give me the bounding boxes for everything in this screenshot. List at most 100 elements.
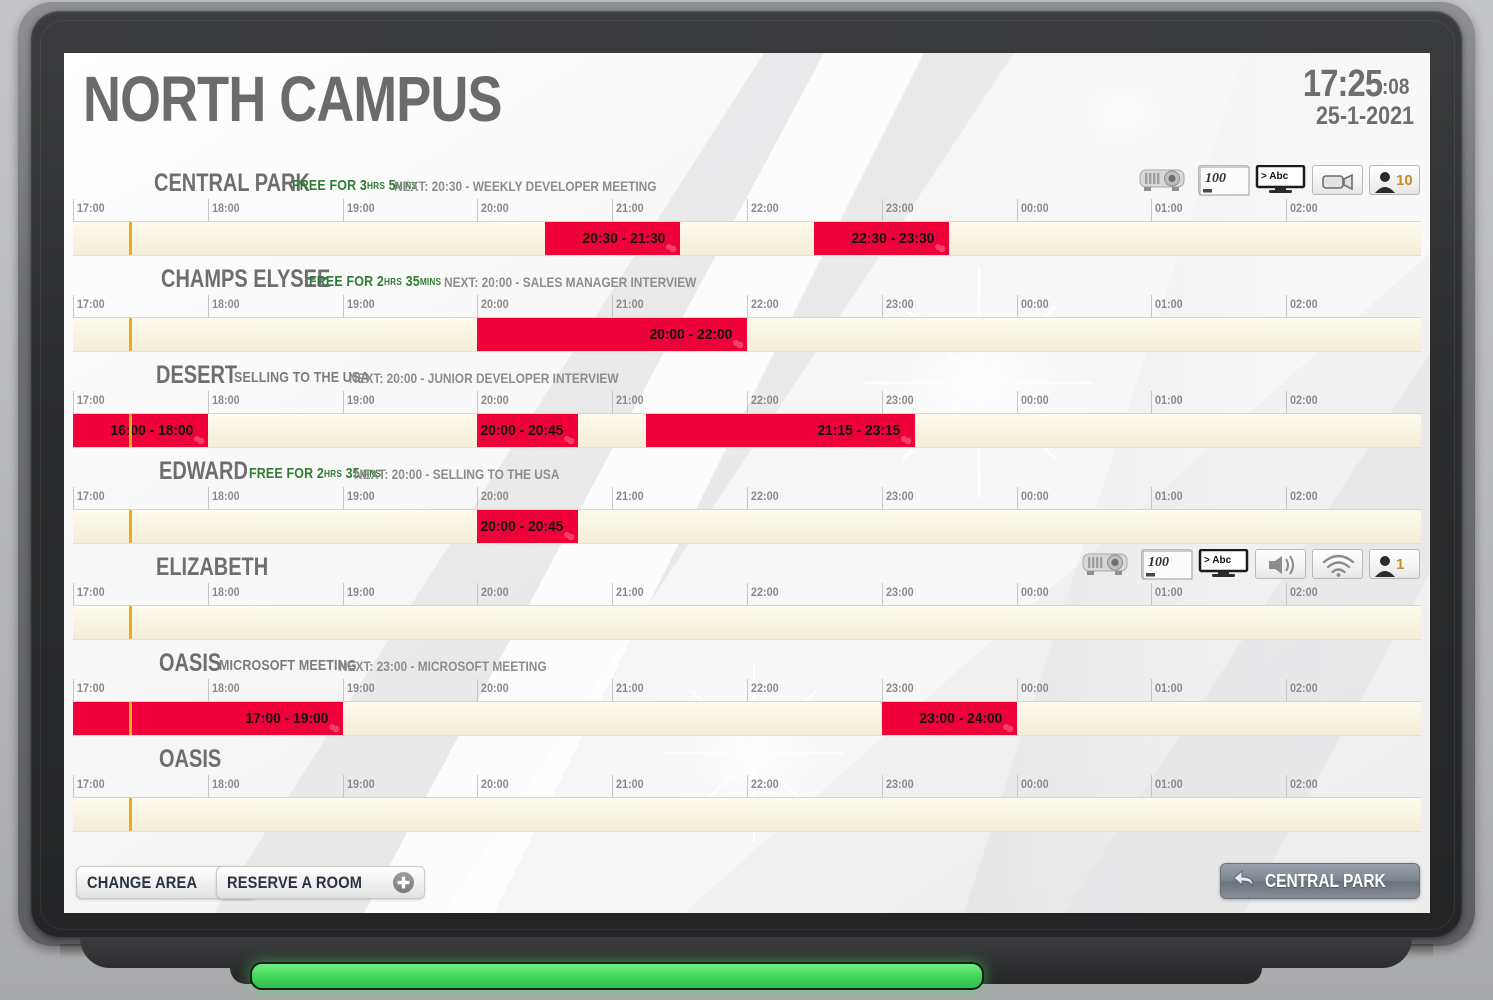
- axis-tick: 00:00: [1016, 775, 1048, 797]
- axis-tick: 19:00: [342, 583, 374, 605]
- room-name: DESERT: [156, 361, 238, 389]
- axis-tick: 21:00: [612, 487, 644, 509]
- back-to-room-button[interactable]: CENTRAL PARK: [1219, 863, 1420, 899]
- axis-tick: 22:00: [747, 775, 779, 797]
- time-axis: 17:00 18:00 19:00 20:00 21:00 22:00 23:00 00:00…: [73, 775, 1421, 798]
- axis-tick-label: 01:00: [1155, 585, 1184, 599]
- projector-icon: [1079, 549, 1135, 579]
- room-row[interactable]: EDWARD FREE FOR 2HRS 35MINS NEXT: 20:00 - …: [64, 453, 1430, 549]
- svg-text:1: 1: [1396, 556, 1404, 573]
- axis-tick-label: 00:00: [1020, 489, 1049, 503]
- room-timeline[interactable]: 20:30 - 21:30 22:30 - 23:30: [73, 222, 1421, 256]
- time-axis: 17:00 18:00 19:00 20:00 21:00 22:00 23:00 00:00…: [73, 391, 1421, 414]
- room-header: EDWARD FREE FOR 2HRS 35MINS NEXT: 20:00 - …: [64, 453, 1430, 487]
- room-row[interactable]: ELIZABETH 100 > Abc 1 17:00 18:00 19:00 20:…: [64, 549, 1430, 645]
- axis-tick: 17:00: [73, 775, 105, 797]
- booking-block[interactable]: 23:00 - 24:00: [881, 702, 1017, 735]
- room-timeline[interactable]: 20:00 - 22:00: [73, 318, 1421, 352]
- axis-tick: 22:00: [747, 679, 779, 701]
- axis-tick: 19:00: [342, 199, 374, 221]
- axis-tick-label: 17:00: [77, 681, 105, 695]
- axis-tick: 18:00: [207, 199, 239, 221]
- booking-marker-icon: [328, 721, 340, 733]
- axis-tick: 18:00: [207, 295, 239, 317]
- axis-tick-label: 02:00: [1290, 777, 1318, 791]
- booking-block[interactable]: 20:00 - 20:45: [477, 414, 579, 447]
- axis-tick-label: 01:00: [1155, 393, 1184, 407]
- axis-tick: 23:00: [881, 679, 913, 701]
- axis-tick: 17:00: [73, 199, 105, 221]
- back-button-label: CENTRAL PARK: [1264, 870, 1386, 891]
- room-row[interactable]: OASIS MICROSOFT MEETING NEXT: 23:00 - MICR…: [64, 645, 1430, 741]
- axis-tick: 22:00: [747, 391, 779, 413]
- room-next-meeting: NEXT: 20:00 - SALES MANAGER INTERVIEW: [444, 274, 697, 290]
- axis-tick: 02:00: [1286, 199, 1318, 221]
- status-led: [250, 962, 984, 990]
- axis-tick: 02:00: [1286, 775, 1318, 797]
- axis-tick: 20:00: [477, 295, 509, 317]
- axis-tick-label: 20:00: [481, 201, 510, 215]
- booking-marker-icon: [1002, 721, 1014, 733]
- axis-tick-label: 21:00: [616, 585, 644, 599]
- room-header: OASIS MICROSOFT MEETING NEXT: 23:00 - MICR…: [64, 645, 1430, 679]
- axis-tick: 01:00: [1151, 583, 1183, 605]
- plus-icon: [393, 872, 415, 893]
- booking-block[interactable]: 16:00 - 18:00: [73, 414, 208, 447]
- booking-block[interactable]: 20:30 - 21:30: [544, 222, 680, 255]
- svg-text:100: 100: [1205, 171, 1226, 186]
- axis-tick: 01:00: [1151, 679, 1183, 701]
- room-row[interactable]: CENTRAL PARK FREE FOR 3HRS 5MINS NEXT: 20:…: [64, 165, 1430, 261]
- room-row[interactable]: OASIS 17:00 18:00 19:00 20:00 21:00 22:00 23:00…: [64, 741, 1430, 837]
- room-next-meeting: NEXT: 23:00 - MICROSOFT MEETING: [339, 658, 547, 674]
- clock-time: 17:25: [1302, 63, 1383, 105]
- booking-label: 22:30 - 23:30: [851, 230, 935, 247]
- room-timeline[interactable]: 20:00 - 20:45: [73, 510, 1421, 544]
- axis-tick-label: 18:00: [211, 297, 240, 311]
- axis-tick: 01:00: [1151, 487, 1183, 509]
- axis-tick-label: 02:00: [1290, 585, 1318, 599]
- projector-icon: [1136, 165, 1192, 195]
- axis-tick: 01:00: [1151, 775, 1183, 797]
- axis-tick: 00:00: [1016, 583, 1048, 605]
- reserve-room-label: RESERVE A ROOM: [227, 872, 363, 892]
- axis-tick: 23:00: [881, 487, 913, 509]
- room-timeline[interactable]: 17:00 - 19:00 23:00 - 24:00: [73, 702, 1421, 736]
- current-time-marker: [129, 798, 133, 831]
- time-axis: 17:00 18:00 19:00 20:00 21:00 22:00 23:00 00:00…: [73, 199, 1421, 222]
- booking-block[interactable]: 17:00 - 19:00: [73, 702, 343, 735]
- room-row[interactable]: DESERT SELLING TO THE USA NEXT: 20:00 - JU…: [64, 357, 1430, 453]
- axis-tick-label: 18:00: [211, 777, 240, 791]
- booking-block[interactable]: 21:15 - 23:15: [645, 414, 916, 447]
- room-timeline[interactable]: 16:00 - 18:00 20:00 - 20:45 21:15 - 23:15: [73, 414, 1421, 448]
- axis-tick: 22:00: [747, 583, 779, 605]
- booking-label: 20:30 - 21:30: [582, 230, 665, 247]
- booking-block[interactable]: 20:00 - 20:45: [477, 510, 579, 543]
- change-area-label: CHANGE AREA: [87, 872, 198, 892]
- axis-tick-label: 23:00: [885, 585, 914, 599]
- room-row[interactable]: CHAMPS ELYSEE FREE FOR 2HRS 35MINS NEXT: 2…: [64, 261, 1430, 357]
- booking-block[interactable]: 20:00 - 22:00: [477, 318, 747, 351]
- room-status: SELLING TO THE USA: [234, 369, 370, 386]
- axis-tick: 02:00: [1286, 487, 1318, 509]
- room-name: ELIZABETH: [156, 553, 269, 581]
- axis-tick: 21:00: [612, 679, 644, 701]
- booking-label: 23:00 - 24:00: [919, 710, 1002, 727]
- room-timeline[interactable]: [73, 798, 1421, 832]
- axis-tick: 21:00: [612, 295, 644, 317]
- axis-tick-label: 20:00: [481, 393, 510, 407]
- axis-tick-label: 22:00: [751, 777, 779, 791]
- reserve-room-button[interactable]: RESERVE A ROOM: [216, 866, 426, 899]
- axis-tick-label: 02:00: [1290, 393, 1318, 407]
- svg-text:100: 100: [1148, 555, 1169, 570]
- axis-tick-label: 23:00: [885, 393, 914, 407]
- booking-marker-icon: [934, 241, 946, 253]
- booking-marker-icon: [665, 241, 677, 253]
- axis-tick: 22:00: [747, 487, 779, 509]
- axis-tick: 21:00: [612, 199, 644, 221]
- room-timeline[interactable]: [73, 606, 1421, 640]
- axis-tick: 19:00: [342, 679, 374, 701]
- clock-date: 25-1-2021: [1315, 102, 1414, 130]
- axis-tick: 02:00: [1286, 295, 1318, 317]
- current-time-marker: [129, 702, 133, 735]
- booking-block[interactable]: 22:30 - 23:30: [814, 222, 950, 255]
